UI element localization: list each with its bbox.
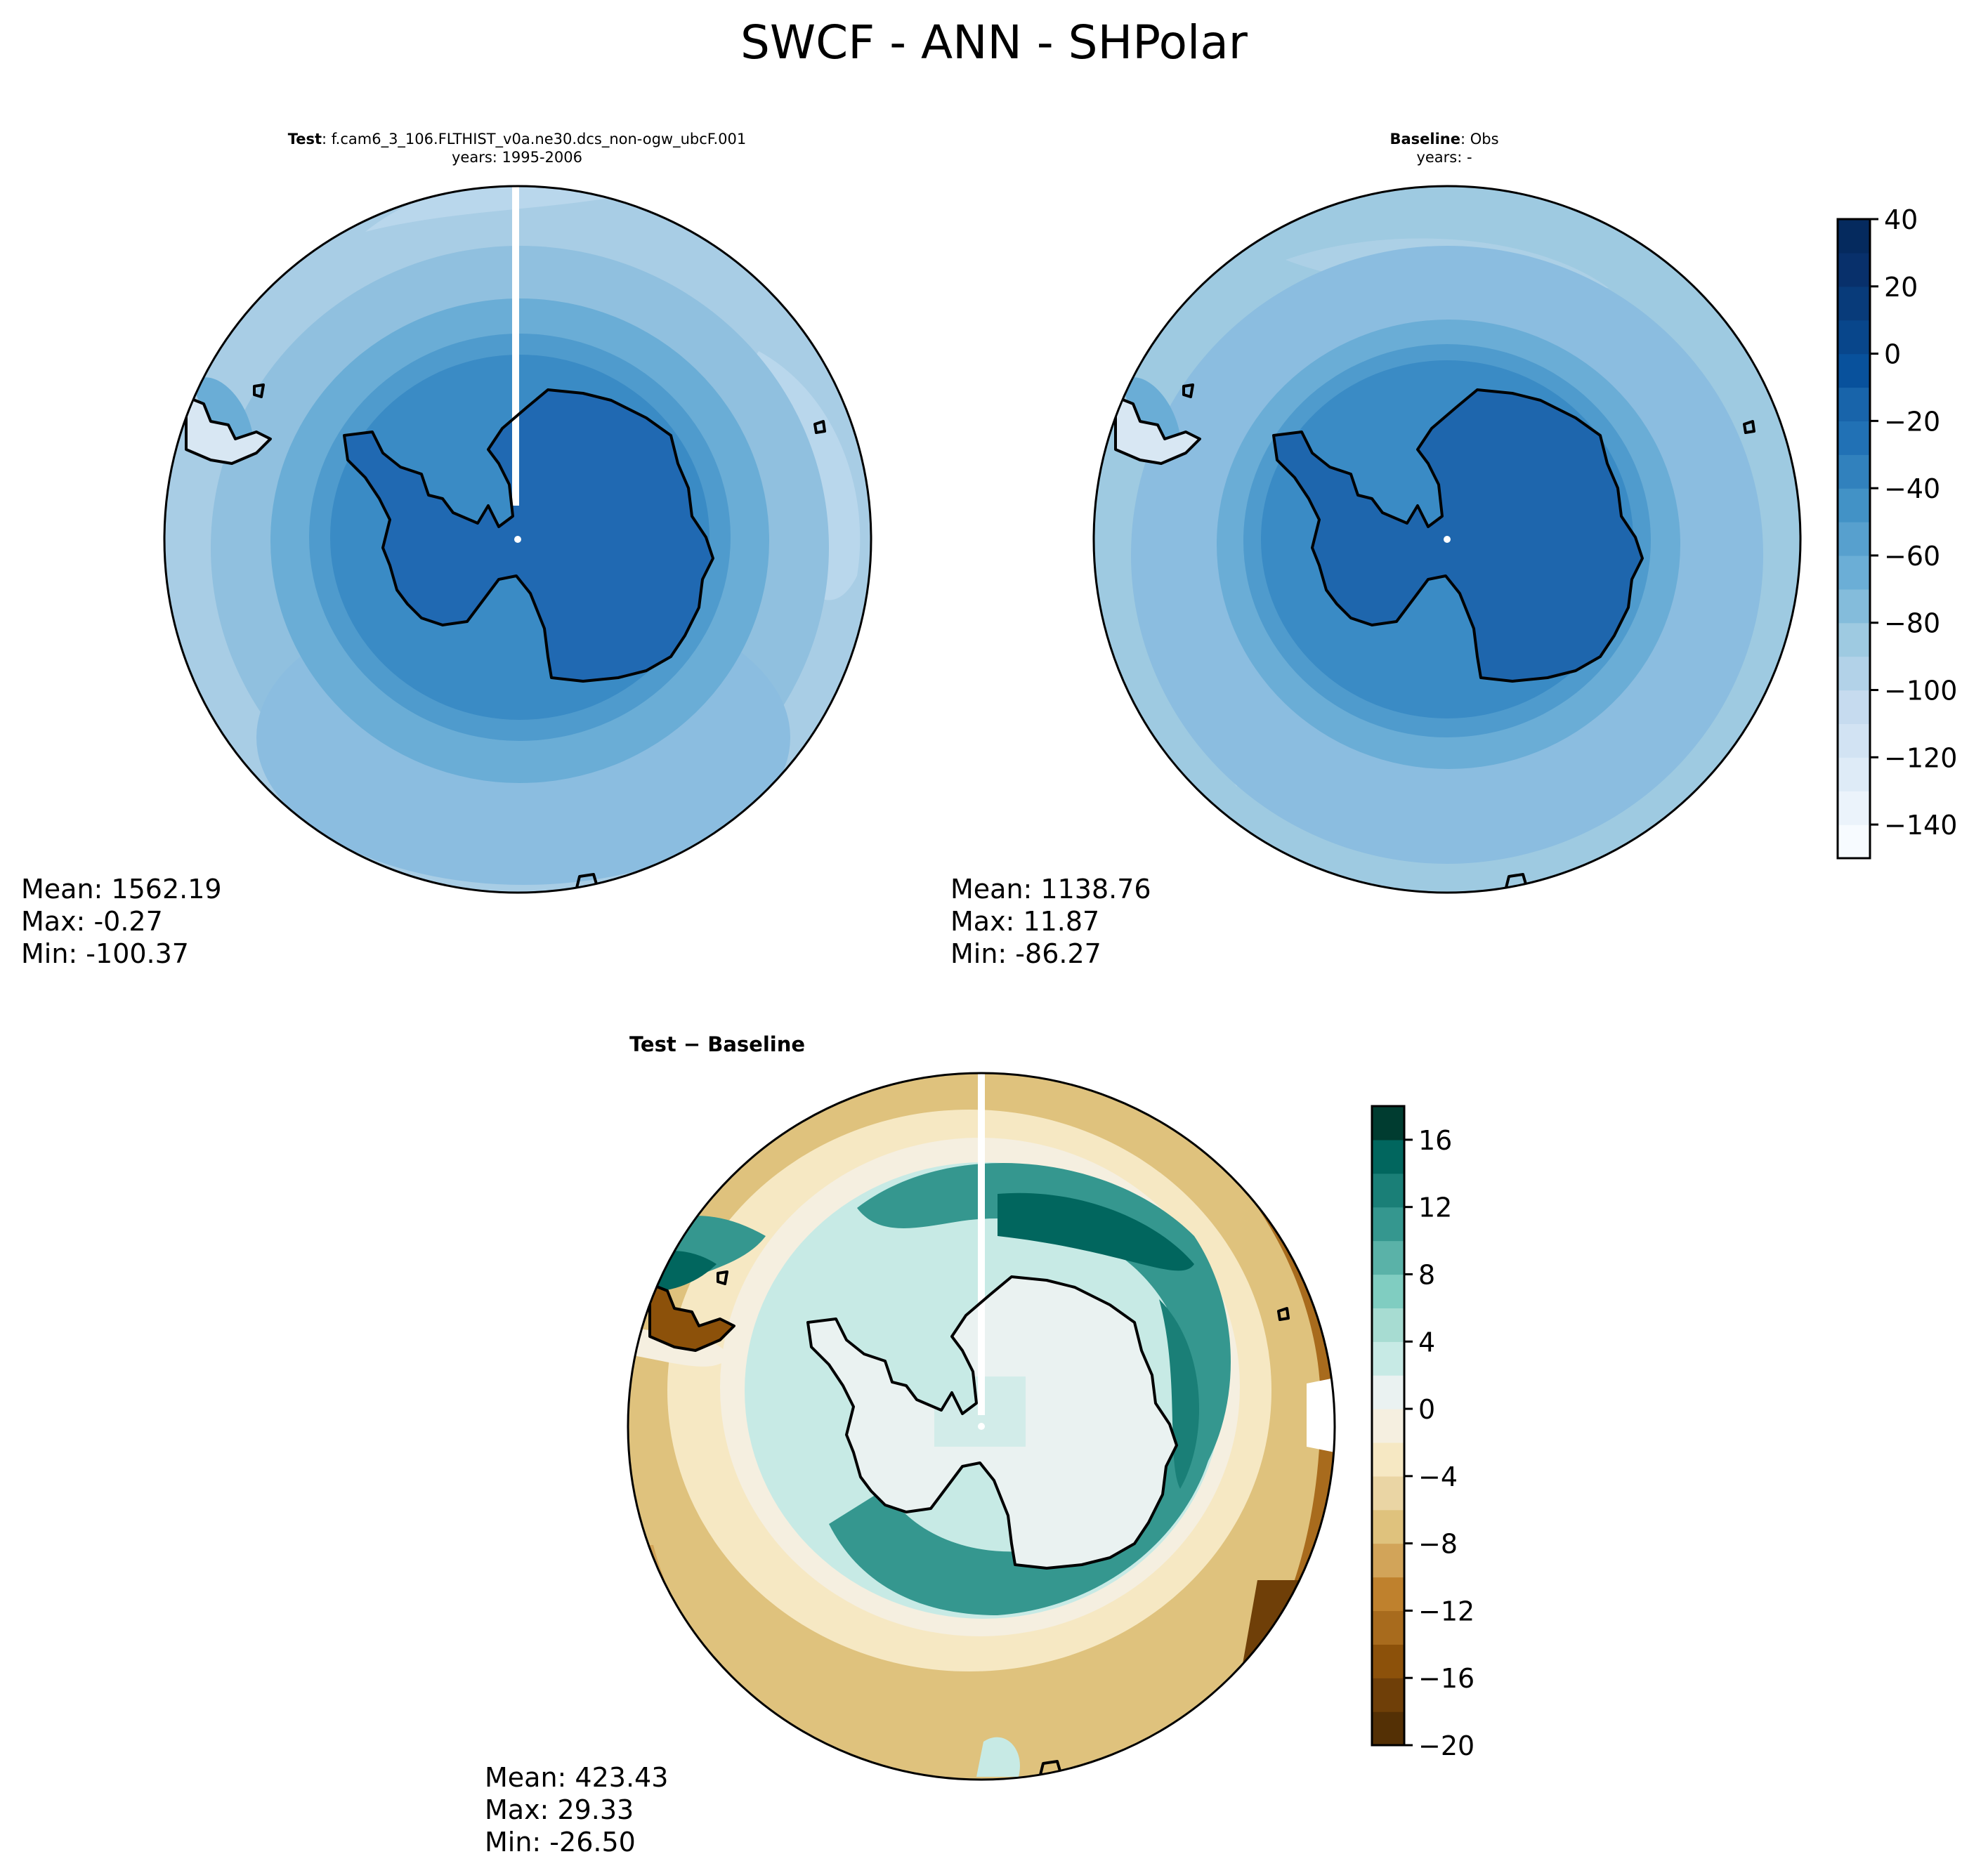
baseline-colorbar-swatch [1838, 219, 1870, 254]
baseline-colorbar-tick-label: 0 [1884, 339, 1901, 370]
test-mean: Mean: 1562.19 [21, 874, 222, 905]
diff-colorbar-swatch [1372, 1711, 1404, 1746]
baseline-colorbar-swatch [1838, 353, 1870, 388]
diff-colorbar-swatch [1372, 1644, 1404, 1678]
diff-colorbar-swatch [1372, 1409, 1404, 1443]
diff-colorbar-swatch [1372, 1139, 1404, 1174]
baseline-south-america-coast [1114, 395, 1201, 465]
diff-colorbar-swatch [1372, 1543, 1404, 1578]
test-panel-title: Test: f.cam6_3_106.FLTHIST_v0a.ne30.dcs_… [236, 130, 798, 166]
baseline-stats: Mean: 1138.76 Max: 11.87 Min: -86.27 [950, 873, 1151, 970]
test-map-boundary [163, 185, 872, 894]
diff-colorbar-tick-label: 12 [1418, 1192, 1452, 1223]
diff-colorbar-swatch [1372, 1173, 1404, 1208]
diff-colorbar-swatch [1372, 1308, 1404, 1342]
diff-colorbar-tick-label: 8 [1418, 1259, 1435, 1290]
diff-green-ring [829, 1162, 1231, 1615]
test-max: Max: -0.27 [21, 906, 163, 937]
test-seam [512, 186, 519, 506]
baseline-min: Min: -86.27 [950, 938, 1101, 969]
test-title-case: : f.cam6_3_106.FLTHIST_v0a.ne30.dcs_non-… [322, 131, 747, 147]
test-title-bold: Test [287, 131, 322, 147]
diff-colorbar-tick-label: 16 [1418, 1125, 1452, 1156]
baseline-colorbar: 40 20 0 −20 −40 −60 −80 −100 −120 −140 [1836, 204, 1957, 860]
diff-colorbar-swatch [1372, 1207, 1404, 1242]
diff-colorbar-tick-label: −16 [1418, 1663, 1474, 1694]
baseline-colorbar-tick-label: −100 [1884, 676, 1957, 707]
test-years: years: 1995-2006 [451, 149, 582, 166]
diff-colorbar-swatch [1372, 1240, 1404, 1275]
baseline-map-boundary [1092, 185, 1802, 894]
diff-min: Min: -26.50 [485, 1827, 636, 1858]
diff-colorbar-tick-label: −8 [1418, 1529, 1458, 1560]
diff-mean: Mean: 423.43 [485, 1762, 669, 1793]
baseline-colorbar-tick-label: 20 [1884, 272, 1918, 303]
baseline-colorbar-tick-label: 40 [1884, 204, 1918, 235]
test-coastlines [163, 185, 872, 894]
baseline-colorbar-swatch [1838, 757, 1870, 791]
baseline-colorbar-swatch [1838, 320, 1870, 355]
diff-colorbar-tick-label: 4 [1418, 1327, 1435, 1358]
diff-colorbar-tick-label: −20 [1418, 1730, 1474, 1761]
diff-seam [978, 1073, 985, 1415]
diff-max: Max: 29.33 [485, 1794, 634, 1825]
diff-colorbar-swatch [1372, 1442, 1404, 1477]
diff-colorbar: 16 12 8 4 0 −4 −8 −12 −16 −20 [1371, 1105, 1474, 1761]
diff-colorbar-tick-label: −4 [1418, 1461, 1458, 1492]
baseline-colorbar-swatch [1838, 589, 1870, 624]
diff-colorbar-tick-label: 0 [1418, 1394, 1435, 1425]
baseline-coastlines [1092, 185, 1802, 894]
diff-map-boundary [627, 1072, 1336, 1781]
diff-colorbar-swatch [1372, 1678, 1404, 1712]
baseline-colorbar-swatch [1838, 622, 1870, 657]
baseline-mean: Mean: 1138.76 [950, 874, 1151, 905]
baseline-colorbar-tick-label: −40 [1884, 473, 1940, 504]
baseline-colorbar-swatch [1838, 824, 1870, 859]
baseline-title-bold: Baseline [1389, 131, 1460, 147]
baseline-colorbar-tick-label: −140 [1884, 810, 1957, 841]
baseline-colorbar-frame [1836, 218, 1871, 860]
diff-stats: Mean: 423.43 Max: 29.33 Min: -26.50 [485, 1761, 668, 1858]
baseline-colorbar-swatch [1838, 286, 1870, 321]
diff-colorbar-swatch [1372, 1610, 1404, 1645]
diff-colorbar-swatch [1372, 1274, 1404, 1308]
diff-south-america-coast [648, 1282, 735, 1352]
baseline-colorbar-swatch [1838, 252, 1870, 287]
test-south-america-coast [185, 395, 272, 465]
diff-colorbar-swatch [1372, 1106, 1404, 1141]
baseline-colorbar-swatch [1838, 690, 1870, 725]
diff-colorbar-swatch [1372, 1509, 1404, 1544]
baseline-colorbar-swatch [1838, 488, 1870, 523]
diff-colorbar-swatch [1372, 1341, 1404, 1376]
diff-colorbar-frame [1371, 1105, 1406, 1747]
baseline-colorbar-tick-label: −60 [1884, 541, 1940, 572]
diff-colorbar-swatch [1372, 1476, 1404, 1511]
diff-colorbar-tick-label: −12 [1418, 1596, 1474, 1626]
baseline-colorbar-swatch [1838, 421, 1870, 455]
diff-colorbar-swatch [1372, 1375, 1404, 1409]
baseline-colorbar-swatch [1838, 387, 1870, 421]
diff-coastlines [627, 1072, 1336, 1781]
test-stats: Mean: 1562.19 Max: -0.27 Min: -100.37 [21, 873, 222, 970]
baseline-title-case: : Obs [1460, 131, 1499, 147]
baseline-colorbar-swatch [1838, 522, 1870, 556]
baseline-colorbar-swatch [1838, 555, 1870, 590]
baseline-colorbar-swatch [1838, 791, 1870, 825]
baseline-colorbar-swatch [1838, 723, 1870, 758]
baseline-colorbar-tick-label: −120 [1884, 742, 1957, 773]
diff-panel-title: Test − Baseline [629, 1032, 806, 1056]
baseline-colorbar-swatch [1838, 454, 1870, 489]
baseline-colorbar-swatch [1838, 656, 1870, 691]
figure-title: SWCF - ANN - SHPolar [740, 15, 1248, 70]
test-min: Min: -100.37 [21, 938, 189, 969]
baseline-panel-title: Baseline: Obs years: - [1304, 130, 1585, 166]
baseline-colorbar-tick-label: −20 [1884, 406, 1940, 437]
baseline-colorbar-tick-label: −80 [1884, 608, 1940, 639]
baseline-years: years: - [1416, 149, 1472, 166]
baseline-max: Max: 11.87 [950, 906, 1100, 937]
diff-map [628, 1073, 1335, 1780]
diff-colorbar-swatch [1372, 1577, 1404, 1612]
